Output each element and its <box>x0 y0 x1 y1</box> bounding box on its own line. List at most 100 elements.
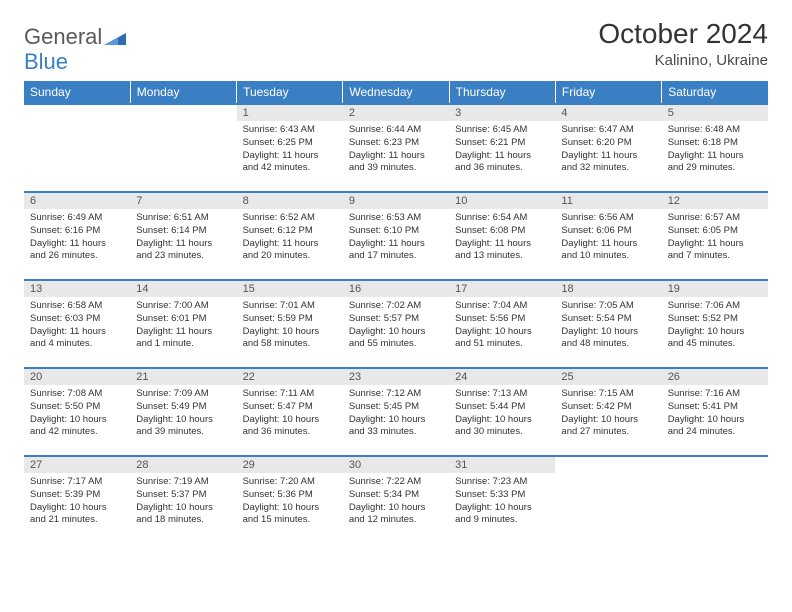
calendar-cell: 31Sunrise: 7:23 AMSunset: 5:33 PMDayligh… <box>449 456 555 544</box>
calendar-cell: 24Sunrise: 7:13 AMSunset: 5:44 PMDayligh… <box>449 368 555 456</box>
sunrise-text: Sunrise: 6:43 AM <box>243 124 337 137</box>
day-details: Sunrise: 7:04 AMSunset: 5:56 PMDaylight:… <box>449 297 555 355</box>
daylight-text: Daylight: 10 hours and 55 minutes. <box>349 326 443 352</box>
sunrise-text: Sunrise: 7:12 AM <box>349 388 443 401</box>
day-details: Sunrise: 6:58 AMSunset: 6:03 PMDaylight:… <box>24 297 130 355</box>
daylight-text: Daylight: 10 hours and 51 minutes. <box>455 326 549 352</box>
sunrise-text: Sunrise: 6:58 AM <box>30 300 124 313</box>
sunset-text: Sunset: 6:03 PM <box>30 313 124 326</box>
sunrise-text: Sunrise: 6:53 AM <box>349 212 443 225</box>
day-number: 6 <box>24 193 130 209</box>
sunrise-text: Sunrise: 7:04 AM <box>455 300 549 313</box>
daylight-text: Daylight: 11 hours and 4 minutes. <box>30 326 124 352</box>
day-number: 30 <box>343 457 449 473</box>
day-number: 2 <box>343 105 449 121</box>
sunrise-text: Sunrise: 7:02 AM <box>349 300 443 313</box>
calendar-cell: 17Sunrise: 7:04 AMSunset: 5:56 PMDayligh… <box>449 280 555 368</box>
day-number: 27 <box>24 457 130 473</box>
logo-text-1: General <box>24 24 102 50</box>
day-details: Sunrise: 7:20 AMSunset: 5:36 PMDaylight:… <box>237 473 343 531</box>
sunset-text: Sunset: 5:39 PM <box>30 489 124 502</box>
calendar-body: 1Sunrise: 6:43 AMSunset: 6:25 PMDaylight… <box>24 104 768 544</box>
daylight-text: Daylight: 10 hours and 9 minutes. <box>455 502 549 528</box>
day-details: Sunrise: 7:19 AMSunset: 5:37 PMDaylight:… <box>130 473 236 531</box>
day-details: Sunrise: 7:15 AMSunset: 5:42 PMDaylight:… <box>555 385 661 443</box>
day-details: Sunrise: 7:09 AMSunset: 5:49 PMDaylight:… <box>130 385 236 443</box>
daylight-text: Daylight: 10 hours and 33 minutes. <box>349 414 443 440</box>
sunrise-text: Sunrise: 7:17 AM <box>30 476 124 489</box>
day-details: Sunrise: 6:48 AMSunset: 6:18 PMDaylight:… <box>662 121 768 179</box>
calendar-cell: 22Sunrise: 7:11 AMSunset: 5:47 PMDayligh… <box>237 368 343 456</box>
day-details: Sunrise: 7:05 AMSunset: 5:54 PMDaylight:… <box>555 297 661 355</box>
calendar-cell: 28Sunrise: 7:19 AMSunset: 5:37 PMDayligh… <box>130 456 236 544</box>
sunrise-text: Sunrise: 6:57 AM <box>668 212 762 225</box>
sunset-text: Sunset: 5:54 PM <box>561 313 655 326</box>
daylight-text: Daylight: 10 hours and 18 minutes. <box>136 502 230 528</box>
daylight-text: Daylight: 11 hours and 13 minutes. <box>455 238 549 264</box>
day-number: 13 <box>24 281 130 297</box>
sunrise-text: Sunrise: 6:44 AM <box>349 124 443 137</box>
day-details: Sunrise: 7:02 AMSunset: 5:57 PMDaylight:… <box>343 297 449 355</box>
day-number: 21 <box>130 369 236 385</box>
sunset-text: Sunset: 6:16 PM <box>30 225 124 238</box>
daylight-text: Daylight: 10 hours and 58 minutes. <box>243 326 337 352</box>
logo-text-2: Blue <box>24 49 768 75</box>
sunrise-text: Sunrise: 7:05 AM <box>561 300 655 313</box>
day-number: 15 <box>237 281 343 297</box>
daylight-text: Daylight: 10 hours and 39 minutes. <box>136 414 230 440</box>
day-number: 24 <box>449 369 555 385</box>
sunrise-text: Sunrise: 7:09 AM <box>136 388 230 401</box>
sunset-text: Sunset: 5:41 PM <box>668 401 762 414</box>
sunrise-text: Sunrise: 7:16 AM <box>668 388 762 401</box>
weekday-header: Wednesday <box>343 81 449 104</box>
daylight-text: Daylight: 10 hours and 48 minutes. <box>561 326 655 352</box>
sunset-text: Sunset: 5:34 PM <box>349 489 443 502</box>
weekday-header: Friday <box>555 81 661 104</box>
sunrise-text: Sunrise: 6:51 AM <box>136 212 230 225</box>
day-details: Sunrise: 6:47 AMSunset: 6:20 PMDaylight:… <box>555 121 661 179</box>
sunset-text: Sunset: 5:49 PM <box>136 401 230 414</box>
day-number: 19 <box>662 281 768 297</box>
calendar-cell: 15Sunrise: 7:01 AMSunset: 5:59 PMDayligh… <box>237 280 343 368</box>
sunrise-text: Sunrise: 7:19 AM <box>136 476 230 489</box>
calendar-cell: 16Sunrise: 7:02 AMSunset: 5:57 PMDayligh… <box>343 280 449 368</box>
calendar-cell: 3Sunrise: 6:45 AMSunset: 6:21 PMDaylight… <box>449 104 555 192</box>
day-number: 14 <box>130 281 236 297</box>
day-details: Sunrise: 7:06 AMSunset: 5:52 PMDaylight:… <box>662 297 768 355</box>
calendar-week-row: 27 Sunrise: 7:17 AMSunset: 5:39 PM Dayligh… <box>24 456 768 544</box>
day-number: 8 <box>237 193 343 209</box>
sunrise-text: Sunrise: 6:52 AM <box>243 212 337 225</box>
calendar-cell: 13Sunrise: 6:58 AMSunset: 6:03 PMDayligh… <box>24 280 130 368</box>
sunset-text: Sunset: 6:18 PM <box>668 137 762 150</box>
day-details: Sunrise: 7:22 AMSunset: 5:34 PMDaylight:… <box>343 473 449 531</box>
sunset-text: Sunset: 5:45 PM <box>349 401 443 414</box>
sunrise-text: Sunrise: 6:56 AM <box>561 212 655 225</box>
daylight-text: Daylight: 11 hours and 29 minutes. <box>668 150 762 176</box>
day-number: 28 <box>130 457 236 473</box>
sunset-text: Sunset: 6:20 PM <box>561 137 655 150</box>
sunset-text: Sunset: 6:05 PM <box>668 225 762 238</box>
sunset-text: Sunset: 6:08 PM <box>455 225 549 238</box>
weekday-header: Thursday <box>449 81 555 104</box>
sunrise-text: Sunrise: 7:23 AM <box>455 476 549 489</box>
day-number: 11 <box>555 193 661 209</box>
day-details: Sunrise: 6:54 AMSunset: 6:08 PMDaylight:… <box>449 209 555 267</box>
daylight-text: Daylight: 10 hours and 36 minutes. <box>243 414 337 440</box>
logo: General <box>24 18 126 50</box>
calendar-table: Sunday Monday Tuesday Wednesday Thursday… <box>24 81 768 544</box>
day-number: 25 <box>555 369 661 385</box>
calendar-cell: 11Sunrise: 6:56 AMSunset: 6:06 PMDayligh… <box>555 192 661 280</box>
sunset-text: Sunset: 5:52 PM <box>668 313 762 326</box>
sunset-text: Sunset: 6:12 PM <box>243 225 337 238</box>
month-title: October 2024 <box>598 18 768 50</box>
weekday-header-row: Sunday Monday Tuesday Wednesday Thursday… <box>24 81 768 104</box>
day-details: Sunrise: 6:44 AMSunset: 6:23 PMDaylight:… <box>343 121 449 179</box>
calendar-cell: 8Sunrise: 6:52 AMSunset: 6:12 PMDaylight… <box>237 192 343 280</box>
calendar-cell <box>555 456 661 544</box>
day-details: Sunrise: 6:52 AMSunset: 6:12 PMDaylight:… <box>237 209 343 267</box>
daylight-text: Daylight: 11 hours and 10 minutes. <box>561 238 655 264</box>
calendar-cell <box>662 456 768 544</box>
daylight-text: Daylight: 10 hours and 30 minutes. <box>455 414 549 440</box>
daylight-text: Daylight: 11 hours and 32 minutes. <box>561 150 655 176</box>
sunrise-text: Sunrise: 7:01 AM <box>243 300 337 313</box>
